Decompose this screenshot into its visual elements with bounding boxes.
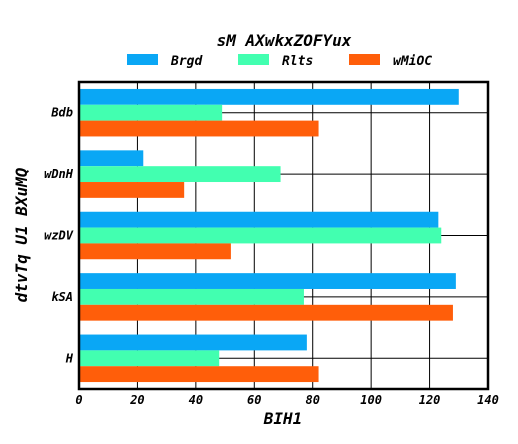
bar-wMiOC-H (79, 366, 319, 383)
y-tick-label-wDnH: wDnH (44, 167, 74, 181)
x-axis-ticks: 0 20 40 60 80 100 120 140 (75, 393, 498, 407)
bar-Rlts-kSA (79, 288, 304, 305)
bars (79, 88, 459, 383)
legend-label-Brgd: Brgd (170, 54, 203, 69)
bar-Rlts-Bdb (79, 104, 223, 121)
legend-swatch-Rlts (238, 54, 269, 65)
legend-swatch-Brgd (127, 54, 158, 65)
x-tick-label-120: 120 (419, 393, 441, 407)
bar-Brgd-kSA (79, 273, 456, 289)
x-tick-label-20: 20 (129, 393, 144, 407)
bar-wMiOC-wzDV (79, 243, 231, 260)
bar-Brgd-Bdb (79, 88, 459, 105)
chart-title: sM AXwkxZOFYux (217, 31, 352, 50)
legend-label-Rlts: Rlts (282, 54, 313, 69)
x-tick-label-60: 60 (247, 393, 261, 407)
legend: Brgd Rlts wMiOC (127, 54, 432, 69)
bar-wMiOC-kSA (79, 304, 453, 321)
bar-Brgd-H (79, 334, 307, 351)
y-tick-label-wzDV: wzDV (44, 229, 74, 243)
legend-label-wMiOC: wMiOC (393, 54, 432, 69)
bar-Rlts-H (79, 350, 220, 367)
x-axis-label: BIH1 (263, 409, 303, 428)
bar-Brgd-wzDV (79, 211, 439, 228)
x-tick-label-40: 40 (189, 393, 203, 407)
bar-Rlts-wDnH (79, 166, 281, 183)
x-tick-label-100: 100 (360, 393, 382, 407)
y-tick-label-H: H (65, 351, 74, 365)
y-tick-label-Bdb: Bdb (50, 106, 73, 120)
bar-wMiOC-Bdb (79, 120, 319, 137)
y-axis-label: dtvTq U1 BXuMQ (12, 167, 31, 302)
y-axis-ticks: Bdb wDnH wzDV kSA H (44, 106, 74, 366)
legend-swatch-wMiOC (349, 54, 380, 65)
bar-wMiOC-wDnH (79, 182, 185, 198)
x-tick-label-140: 140 (477, 393, 499, 407)
bar-Brgd-wDnH (79, 150, 144, 167)
x-tick-label-0: 0 (75, 393, 82, 407)
bar-Rlts-wzDV (79, 227, 442, 244)
x-tick-label-80: 80 (305, 393, 319, 407)
plot-frame (77, 80, 490, 391)
y-tick-label-kSA: kSA (51, 290, 73, 304)
